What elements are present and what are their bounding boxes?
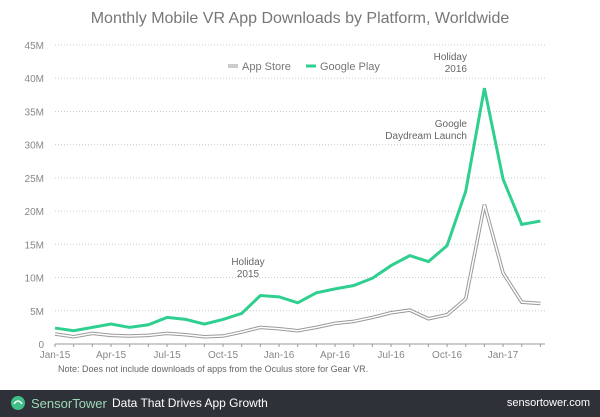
series-app-store-line-inner (54, 204, 541, 338)
footnote: Note: Does not include downloads of apps… (58, 364, 369, 374)
sensortower-logo-icon (11, 396, 25, 410)
series-app-store-line (54, 204, 541, 339)
legend-label: Google Play (320, 61, 380, 73)
sensortower-logo: SensorTower (10, 395, 107, 411)
x-tick-label: Jan-15 (40, 350, 71, 361)
y-tick-label: 30M (25, 141, 44, 152)
legend-label: App Store (242, 61, 291, 73)
y-tick-label: 45M (25, 41, 44, 52)
annotation-line: Holiday (231, 257, 264, 268)
y-tick-label: 5M (30, 307, 44, 318)
y-tick-label: 10M (25, 274, 44, 285)
footer-bar: SensorTower Data That Drives App Growth … (0, 390, 600, 417)
tagline: Data That Drives App Growth (112, 396, 268, 410)
y-tick-label: 25M (25, 174, 44, 185)
website: sensortower.com (506, 397, 590, 409)
x-tick-label: Oct-15 (208, 350, 238, 361)
annotation-line: Daydream Launch (385, 131, 467, 142)
y-tick-label: 20M (25, 207, 44, 218)
y-tick-label: 40M (25, 74, 44, 85)
annotation-line: 2015 (237, 269, 260, 280)
line-chart: 0 5M 10M 15M 20M 25M 30M 35M 40M 45M Jan-15 Apr-15 J… (25, 41, 545, 361)
y-tick-label: 35M (25, 107, 44, 118)
x-tick-label: Apr-16 (320, 350, 350, 361)
brand-name: SensorTower (31, 395, 107, 411)
chart-title: Monthly Mobile VR App Downloads by Platf… (90, 10, 510, 27)
y-tick-label: 0 (38, 340, 44, 351)
annotation-line: Holiday (434, 52, 467, 63)
x-tick-label: Jan-16 (264, 350, 295, 361)
x-tick-label: Oct-16 (432, 350, 462, 361)
x-tick-label: Apr-15 (96, 350, 126, 361)
y-tick-label: 15M (25, 240, 44, 251)
annotation-line: 2016 (445, 64, 468, 75)
x-tick-label: Jul-15 (153, 350, 181, 361)
x-tick-label: Jul-16 (377, 350, 405, 361)
annotation-line: Google (435, 119, 468, 130)
x-tick-label: Jan-17 (488, 350, 519, 361)
